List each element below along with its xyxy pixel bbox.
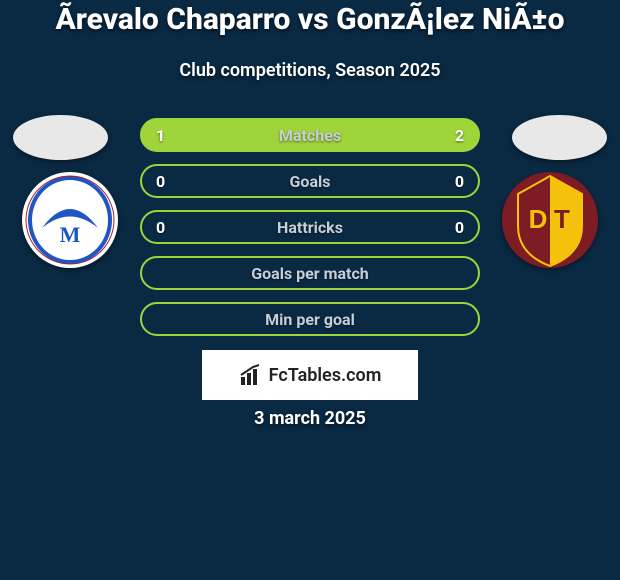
stat-row: Min per goal [140, 302, 480, 336]
svg-text:T: T [554, 204, 570, 234]
watermark-text: FcTables.com [269, 365, 382, 386]
stats-list: 1 Matches 2 0 Goals 0 0 Hattricks 0 Goal… [140, 118, 480, 336]
player-silhouette-right [512, 115, 607, 160]
barchart-icon [239, 363, 263, 387]
comparison-card: Ãrevalo Chaparro vs GonzÃ¡lez NiÃ±o Club… [0, 0, 620, 580]
crest-left-svg: M [20, 170, 120, 270]
stat-right-value: 2 [455, 126, 464, 145]
stat-row: 0 Hattricks 0 [140, 210, 480, 244]
stat-label: Goals [290, 172, 331, 191]
stat-left-value: 1 [156, 126, 165, 145]
stat-row: Goals per match [140, 256, 480, 290]
stat-row: 1 Matches 2 [140, 118, 480, 152]
stat-left-value: 0 [156, 172, 165, 191]
svg-text:M: M [60, 222, 81, 247]
page-subtitle: Club competitions, Season 2025 [0, 60, 620, 81]
watermark-badge: FcTables.com [202, 350, 418, 400]
stat-right-value: 0 [455, 218, 464, 237]
club-crest-left: M [20, 170, 120, 270]
stat-label: Matches [279, 126, 341, 145]
club-crest-right: D T [500, 170, 600, 270]
stat-label: Goals per match [251, 264, 369, 283]
player-silhouette-left [13, 115, 108, 160]
stat-label: Min per goal [265, 310, 355, 329]
page-title: Ãrevalo Chaparro vs GonzÃ¡lez NiÃ±o [0, 2, 620, 37]
svg-text:D: D [529, 204, 548, 234]
stat-label: Hattricks [277, 218, 343, 237]
crest-right-svg: D T [500, 170, 600, 270]
stat-row: 0 Goals 0 [140, 164, 480, 198]
stat-left-value: 0 [156, 218, 165, 237]
stat-right-value: 0 [455, 172, 464, 191]
match-date: 3 march 2025 [0, 408, 620, 429]
